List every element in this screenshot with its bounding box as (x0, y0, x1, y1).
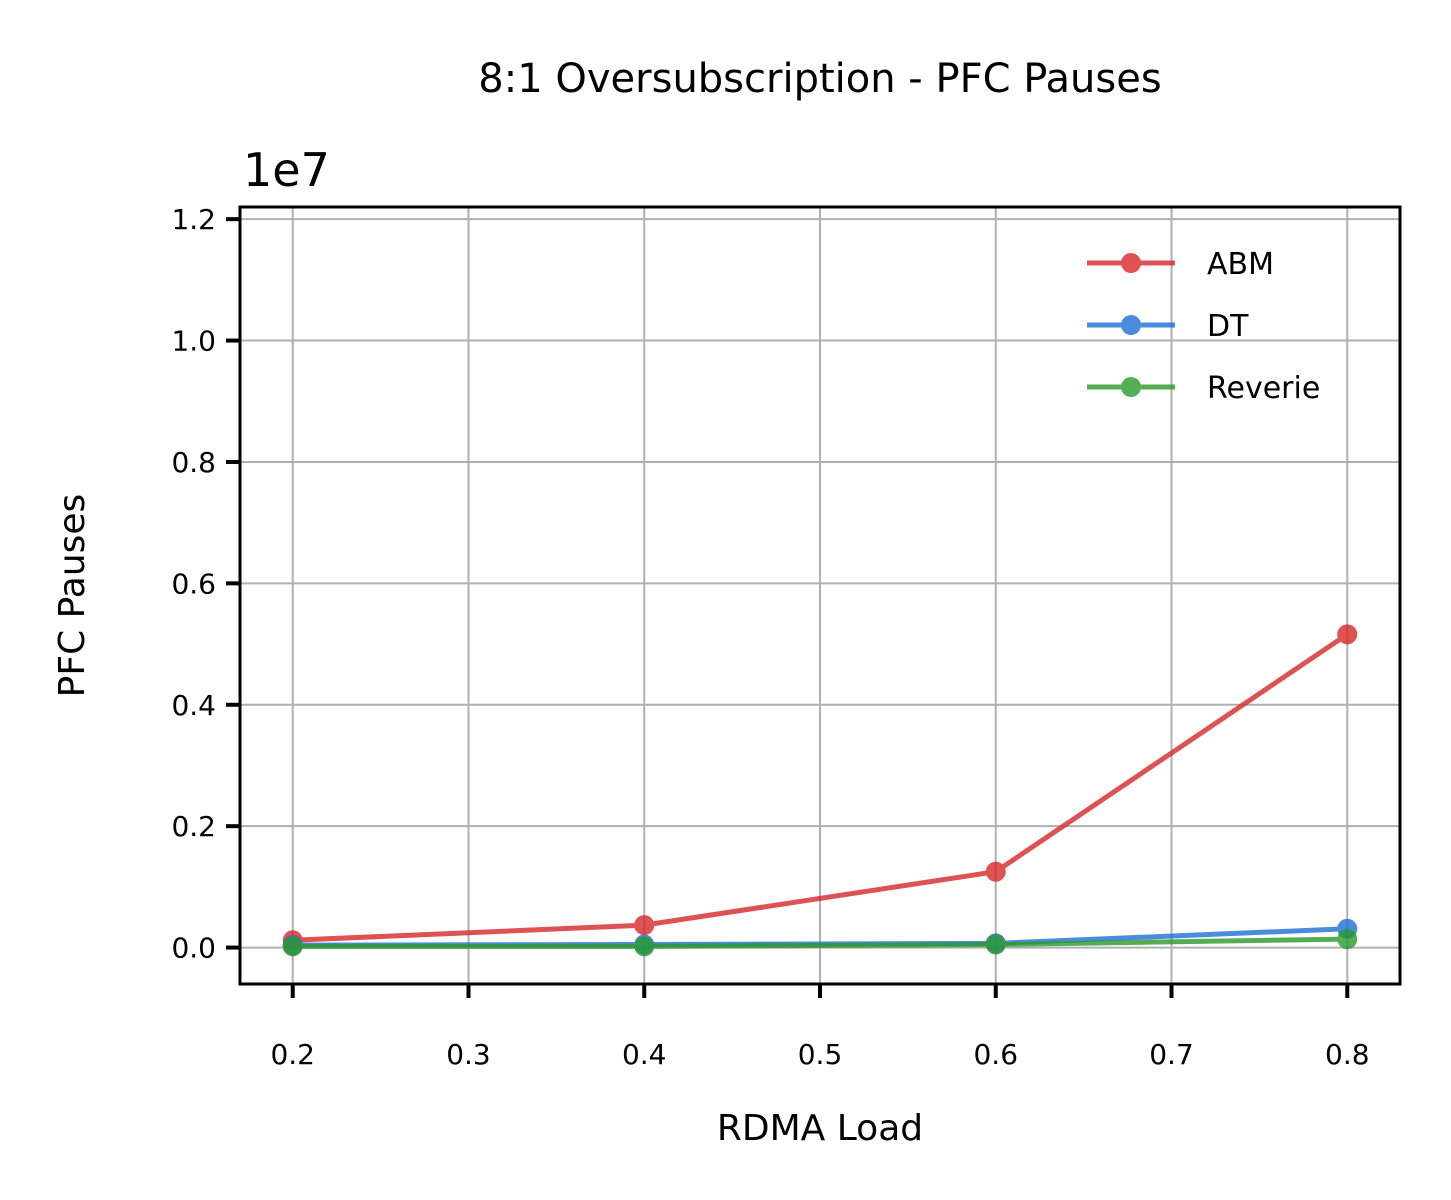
data-point (985, 861, 1006, 882)
series-reverie (282, 929, 1358, 957)
y-tick-label: 0.0 (171, 932, 216, 965)
grid-lines (240, 207, 1400, 984)
legend-label: DT (1207, 309, 1249, 344)
legend-item-reverie (1087, 377, 1175, 397)
chart-title: 8:1 Oversubscription - PFC Pauses (478, 56, 1161, 102)
series-lines (282, 624, 1358, 957)
y-axis-ticks: 0.0 0.2 0.4 0.6 0.8 1.0 1.2 (171, 203, 240, 965)
x-axis-ticks: 0.2 0.3 0.4 0.5 0.6 0.7 0.8 (270, 984, 1370, 1071)
x-axis-label: RDMA Load (717, 1108, 923, 1149)
x-tick-label: 0.8 (1325, 1038, 1370, 1071)
x-tick-label: 0.6 (973, 1038, 1018, 1071)
legend-swatch-marker (1121, 377, 1141, 397)
data-point (634, 936, 655, 957)
y-tick-label: 0.6 (171, 567, 216, 600)
data-point (634, 915, 655, 936)
legend: ABM DT Reverie (1087, 247, 1320, 406)
series-line (292, 632, 1349, 943)
data-point (985, 934, 1006, 955)
y-tick-label: 0.4 (171, 689, 216, 722)
y-axis-label: PFC Pauses (52, 494, 93, 698)
y-offset-label: 1e7 (243, 143, 330, 197)
legend-label: Reverie (1207, 371, 1320, 406)
x-tick-label: 0.2 (270, 1038, 315, 1071)
x-tick-label: 0.7 (1149, 1038, 1194, 1071)
series-line (292, 936, 1348, 949)
legend-item-abm (1087, 253, 1175, 273)
y-tick-label: 0.2 (171, 810, 216, 843)
y-tick-label: 0.8 (171, 446, 216, 479)
legend-swatch-marker (1121, 253, 1141, 273)
legend-item-dt (1087, 315, 1175, 335)
legend-swatch-marker (1121, 315, 1141, 335)
legend-label: ABM (1207, 247, 1274, 282)
data-point (1337, 624, 1358, 645)
data-point (282, 936, 303, 957)
y-tick-label: 1.0 (171, 325, 216, 358)
y-tick-label: 1.2 (171, 203, 216, 236)
data-point (1337, 929, 1358, 950)
x-tick-label: 0.3 (446, 1038, 491, 1071)
x-tick-label: 0.5 (798, 1038, 843, 1071)
x-tick-label: 0.4 (622, 1038, 667, 1071)
